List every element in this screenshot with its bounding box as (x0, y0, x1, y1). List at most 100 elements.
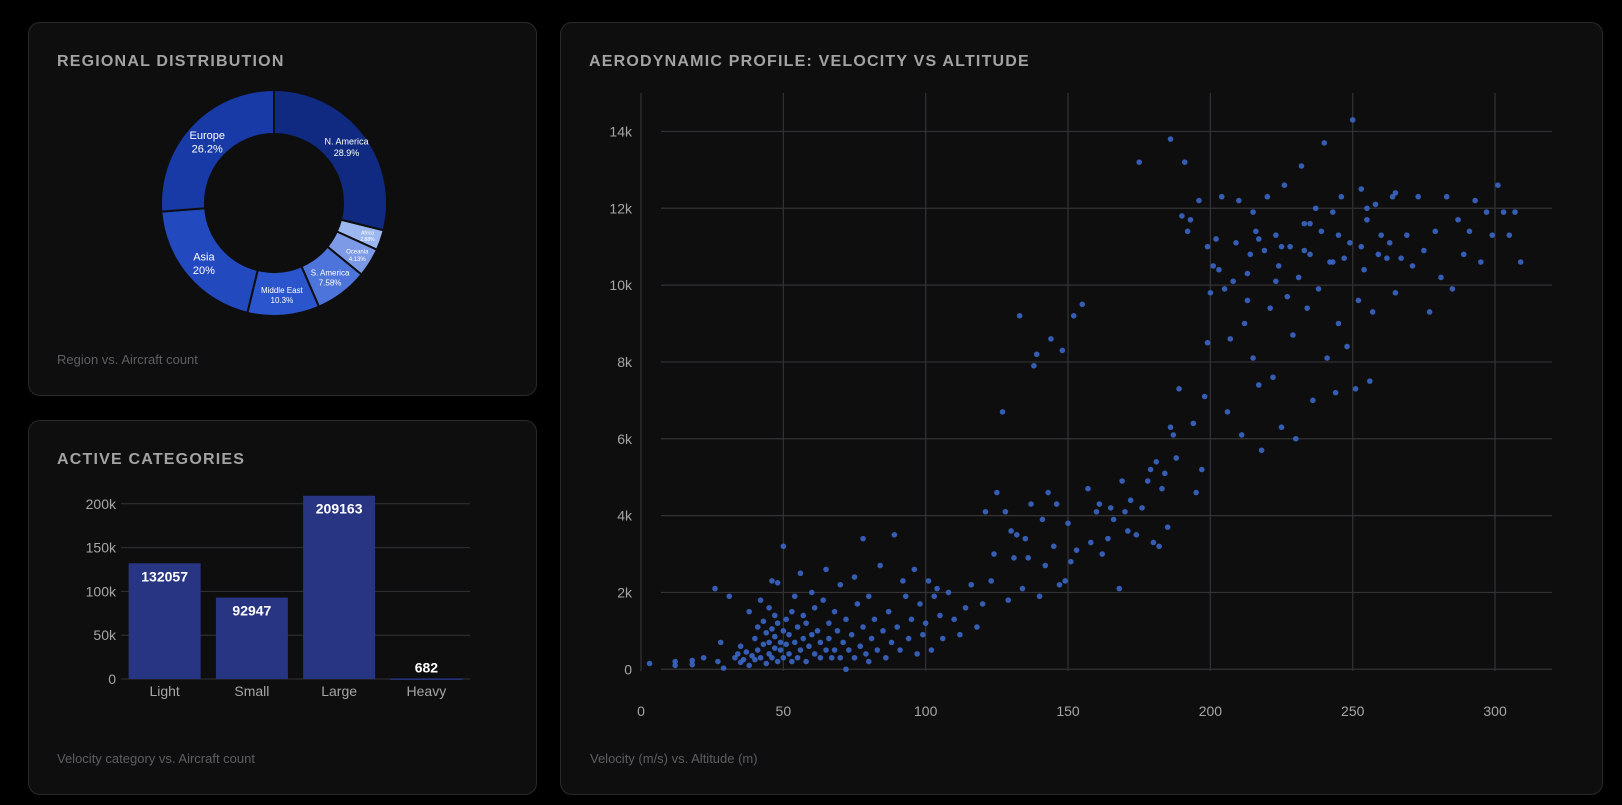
data-point (783, 616, 789, 623)
bar (128, 563, 201, 679)
data-point (837, 654, 844, 661)
data-point (1449, 286, 1456, 292)
data-point (1344, 343, 1350, 350)
data-point (831, 647, 838, 653)
data-point (1352, 386, 1359, 392)
data-point (1307, 251, 1313, 258)
data-point (712, 585, 718, 592)
data-point (786, 651, 792, 657)
data-point (1392, 289, 1399, 296)
data-point (791, 593, 798, 600)
data-point (766, 651, 772, 657)
regional-distribution-card: REGIONAL DISTRIBUTION N. America 28.9% Afr… (28, 22, 537, 396)
y-tick-label: 0 (108, 671, 116, 687)
data-point (1478, 259, 1484, 265)
data-point (769, 578, 775, 584)
slice-pct-label: 26.2% (192, 144, 223, 156)
data-point (740, 656, 747, 663)
data-point (734, 651, 741, 657)
y-tick-label: 10k (609, 277, 633, 293)
data-point (1116, 585, 1123, 592)
data-point (1338, 193, 1345, 200)
data-point (1190, 420, 1197, 427)
data-point (1244, 270, 1251, 277)
data-point (957, 631, 963, 638)
data-point (860, 535, 866, 542)
slice-pct-label: 10.3% (271, 296, 294, 305)
data-point (794, 624, 801, 630)
data-point (834, 628, 841, 634)
data-point (1238, 432, 1245, 438)
data-point (974, 624, 980, 630)
data-point (1358, 243, 1365, 250)
slice-label: N. America (325, 137, 369, 147)
data-point (726, 593, 733, 600)
data-point (1329, 209, 1336, 215)
data-point (1378, 232, 1384, 238)
data-point (772, 633, 778, 640)
data-point (1426, 309, 1433, 315)
data-point (1506, 232, 1513, 238)
data-point (914, 651, 920, 657)
data-point (1358, 186, 1365, 192)
data-point (1287, 243, 1293, 250)
data-point (902, 593, 909, 600)
data-point (1236, 197, 1242, 204)
data-point (720, 665, 727, 671)
data-point (1204, 339, 1211, 346)
data-point (1096, 501, 1103, 507)
data-point (843, 666, 849, 673)
data-point (1167, 424, 1174, 431)
y-tick-label: 8k (617, 354, 633, 370)
data-point (1415, 193, 1421, 200)
data-point (1438, 274, 1444, 281)
data-point (1398, 255, 1404, 261)
data-point (1144, 478, 1151, 484)
data-point (1133, 532, 1140, 538)
data-point (1301, 247, 1308, 254)
data-point (1002, 508, 1009, 515)
active-categories-card: ACTIVE CATEGORIES 0 50k 100k 150k 200k 132057… (28, 420, 537, 795)
bar-value-label: 92947 (232, 603, 271, 619)
data-point (1273, 232, 1279, 238)
data-point (1318, 228, 1325, 235)
data-point (1196, 197, 1202, 204)
data-point (1421, 247, 1427, 254)
data-point (1221, 286, 1228, 292)
data-point (1059, 347, 1066, 354)
data-point (1284, 293, 1291, 300)
x-tick-label: 300 (1483, 703, 1507, 719)
data-point (1361, 266, 1367, 273)
data-point (774, 620, 781, 626)
data-point (1050, 543, 1057, 550)
card-caption: Velocity (m/s) vs. Altitude (m) (590, 751, 758, 766)
data-point (1341, 255, 1347, 261)
data-point (1386, 240, 1393, 246)
data-point (774, 658, 781, 665)
data-point (1122, 508, 1128, 515)
data-point (823, 647, 829, 653)
data-point (789, 608, 795, 615)
data-point (789, 658, 795, 665)
data-point (1273, 278, 1279, 285)
slice-pct-label: 2.88% (360, 237, 375, 243)
data-point (1250, 355, 1256, 361)
data-point (809, 631, 815, 638)
data-point (1409, 263, 1416, 269)
data-point (1517, 259, 1524, 265)
data-point (772, 645, 778, 651)
data-point (826, 620, 832, 626)
data-point (777, 647, 784, 653)
data-point (937, 612, 943, 619)
x-tick-label: 150 (1056, 703, 1080, 719)
data-point (780, 628, 787, 634)
data-point (1119, 478, 1125, 484)
data-point (746, 608, 752, 615)
data-point (1253, 228, 1259, 235)
data-point (757, 597, 764, 603)
data-point (968, 581, 975, 588)
data-point (794, 654, 801, 661)
data-point (1176, 386, 1182, 392)
data-point (1298, 163, 1305, 169)
